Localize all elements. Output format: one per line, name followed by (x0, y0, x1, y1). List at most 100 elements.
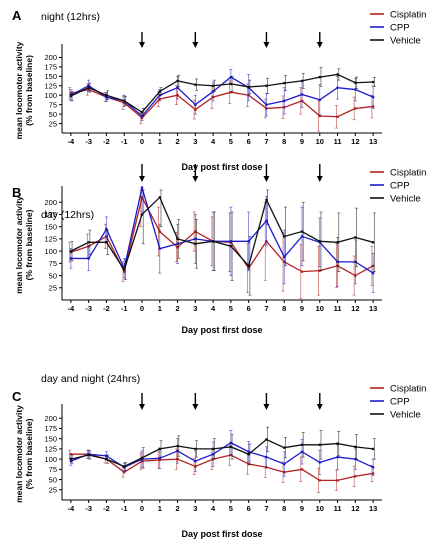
legend-entry-vehicle: Vehicle (370, 36, 421, 47)
x-tick-label: 8 (282, 137, 286, 146)
data-point (158, 196, 162, 199)
data-point (140, 110, 144, 114)
x-tick-label: 7 (264, 137, 268, 146)
data-point (300, 443, 304, 447)
error-bar (159, 189, 163, 228)
x-tick-label: 12 (351, 304, 359, 313)
x-tick-label: -2 (103, 304, 110, 313)
y-axis-label-line1: mean locomotor activity (14, 41, 24, 139)
x-tick-label: 12 (351, 137, 359, 146)
x-tick-label: 6 (247, 137, 251, 146)
y-tick-label: 150 (44, 222, 57, 231)
data-point (282, 462, 286, 466)
x-tick-label: 4 (211, 137, 216, 146)
data-point (158, 90, 162, 93)
series-vehicle (69, 67, 376, 117)
data-point (265, 219, 268, 223)
x-tick-label: -4 (68, 304, 75, 313)
y-tick-label: 25 (49, 486, 57, 495)
y-tick-label: 125 (44, 445, 57, 454)
data-point (176, 449, 179, 453)
y-axis-label: mean locomotor activity (% from baseline) (14, 41, 34, 139)
dose-arrow-icon (316, 164, 323, 182)
y-axis-label-line2: (% from baseline) (24, 418, 34, 489)
data-point (247, 264, 250, 268)
x-tick-label: 2 (175, 504, 179, 513)
data-point (300, 93, 304, 96)
data-point (105, 457, 108, 461)
data-point (122, 99, 126, 103)
data-point (140, 186, 144, 189)
series-line (70, 438, 374, 468)
series-cisplatin (68, 80, 375, 132)
x-tick-label: 13 (369, 504, 377, 513)
x-tick-label: 7 (264, 504, 268, 513)
data-point (318, 461, 322, 464)
data-point (247, 452, 250, 456)
y-tick-label: 100 (44, 247, 57, 256)
data-point (194, 237, 197, 241)
error-bar (266, 189, 270, 225)
dose-arrow-icon (139, 164, 145, 182)
data-point (282, 99, 286, 103)
legend-entry-cisplatin: Cisplatin (370, 10, 426, 21)
legend-entry-vehicle: Vehicle (370, 194, 421, 205)
x-tick-label: 10 (316, 137, 324, 146)
x-tick-label: 10 (316, 304, 324, 313)
x-tick-label: -4 (68, 504, 75, 513)
series-cpp (69, 430, 375, 477)
data-point (122, 268, 126, 271)
y-tick-label: 50 (49, 271, 57, 280)
data-point (87, 241, 90, 244)
x-tick-label: 1 (158, 504, 162, 513)
data-point (140, 213, 144, 216)
data-point (300, 79, 304, 83)
data-point (371, 465, 375, 469)
data-point (336, 479, 339, 482)
y-tick-label: 25 (49, 284, 57, 293)
legend-label: CPP (390, 23, 410, 34)
x-tick-label: 3 (193, 504, 197, 513)
y-tick-label: 175 (44, 210, 57, 219)
x-tick-label: 8 (282, 304, 286, 313)
dose-arrow-icon (192, 393, 199, 410)
data-point (282, 235, 286, 238)
data-point (336, 115, 339, 119)
data-point (69, 249, 73, 253)
panel-letter: B (12, 185, 21, 200)
x-axis-label: Day post first dose (181, 162, 262, 172)
data-point (354, 474, 357, 478)
data-point (336, 241, 339, 244)
x-tick-label: 13 (369, 137, 377, 146)
legend-label: CPP (390, 181, 410, 192)
data-point (176, 242, 179, 246)
dose-arrow-icon (316, 393, 323, 410)
data-point (176, 86, 179, 89)
data-point (371, 95, 375, 99)
x-tick-label: 9 (300, 504, 304, 513)
data-point (211, 447, 215, 451)
y-tick-label: 100 (44, 91, 57, 100)
data-point (247, 85, 250, 89)
data-point (229, 240, 233, 243)
x-tick-label: 5 (229, 504, 233, 513)
data-point (354, 107, 357, 110)
y-tick-label: 50 (49, 110, 57, 119)
dose-arrow-icon (192, 164, 199, 182)
y-tick-label: 100 (44, 455, 57, 464)
y-tick-label: 175 (44, 424, 57, 433)
series-line (70, 187, 374, 274)
panel-letter: C (12, 389, 22, 404)
y-axis-label: mean locomotor activity (% from baseline) (14, 196, 34, 294)
data-point (265, 455, 268, 459)
x-tick-label: 12 (351, 504, 359, 513)
y-axis-label-line1: mean locomotor activity (14, 405, 24, 503)
x-tick-label: 2 (175, 304, 179, 313)
data-point (336, 442, 339, 445)
data-point (194, 83, 197, 86)
dose-arrow-icon (316, 32, 323, 48)
